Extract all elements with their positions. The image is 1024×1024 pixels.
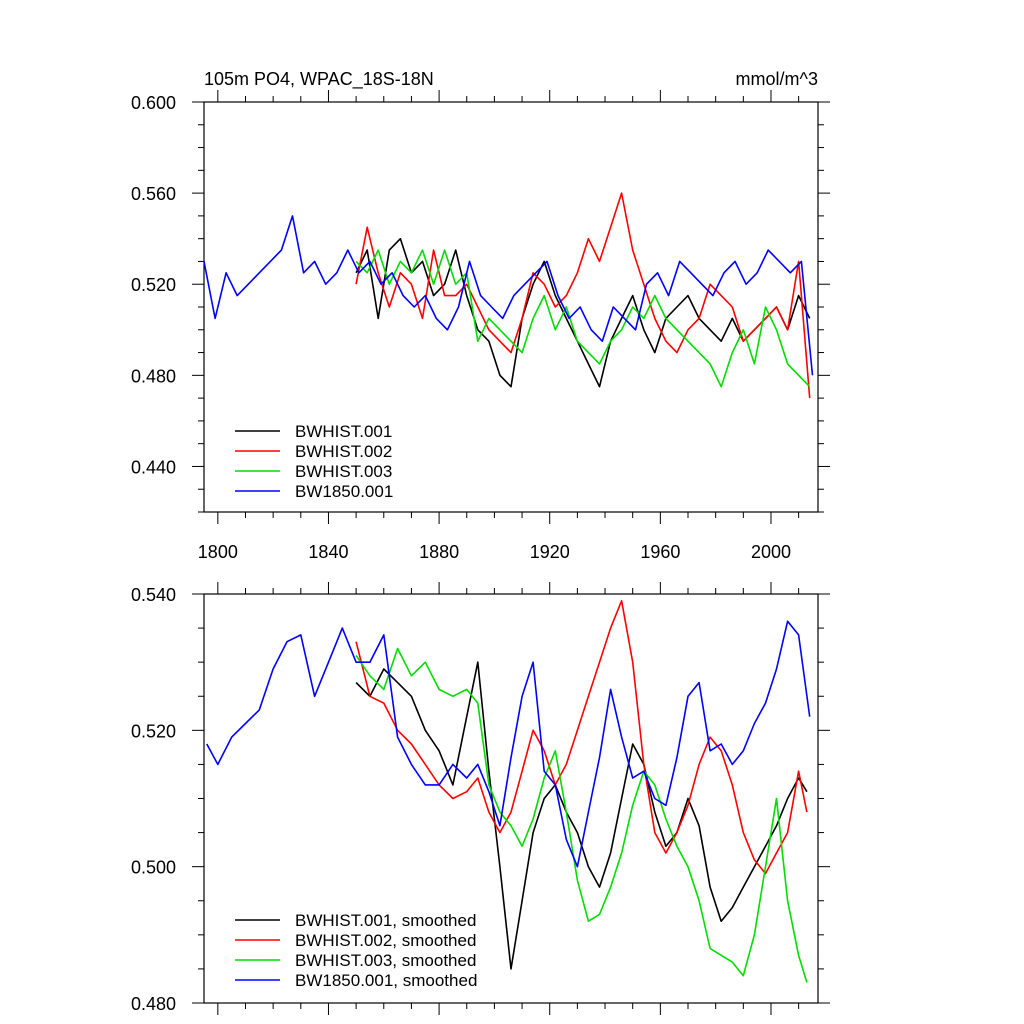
y-tick-label: 0.480 <box>131 994 176 1014</box>
legend-label: BWHIST.001 <box>295 422 392 441</box>
y-tick-label: 0.600 <box>131 93 176 113</box>
y-tick-label: 0.520 <box>131 275 176 295</box>
series-line-4 <box>206 620 811 868</box>
legend-label: BW1850.001, smoothed <box>295 971 477 990</box>
y-tick-label: 0.480 <box>131 366 176 386</box>
x-tick-label: 1880 <box>419 542 459 562</box>
legend-label: BWHIST.001, smoothed <box>295 911 476 930</box>
series-line-2 <box>355 599 808 875</box>
bottom-panel: 0.480 0.500 0.520 0.540 BWHIST.001, smoothed… <box>131 582 830 1015</box>
x-tick-label: 1800 <box>198 542 238 562</box>
y-tick-label: 0.520 <box>131 721 176 741</box>
y-tick-label: 0.540 <box>131 585 176 605</box>
series-line-3 <box>355 249 811 388</box>
legend-label: BWHIST.002, smoothed <box>295 931 476 950</box>
y-tick-label: 0.500 <box>131 858 176 878</box>
series-line-2 <box>355 192 811 399</box>
legend-label: BW1850.001 <box>295 482 393 501</box>
legend-label: BWHIST.002 <box>295 442 392 461</box>
chart-units: mmol/m^3 <box>736 69 818 89</box>
legend-label: BWHIST.003, smoothed <box>295 951 476 970</box>
chart-title: 105m PO4, WPAC_18S-18N <box>204 69 434 90</box>
x-tick-label: 1920 <box>530 542 570 562</box>
x-tick-label: 1840 <box>308 542 348 562</box>
y-tick-label: 0.560 <box>131 184 176 204</box>
y-tick-label: 0.440 <box>131 457 176 477</box>
series-line-1 <box>355 661 808 970</box>
series-line-1 <box>355 237 811 388</box>
series-line-4 <box>203 215 814 376</box>
series-line-3 <box>355 647 808 983</box>
x-tick-label: 1960 <box>640 542 680 562</box>
x-tick-label: 2000 <box>751 542 791 562</box>
legend-label: BWHIST.003 <box>295 462 392 481</box>
top-panel: 105m PO4, WPAC_18S-18N mmol/m^3 1800 1840 18… <box>131 69 830 562</box>
